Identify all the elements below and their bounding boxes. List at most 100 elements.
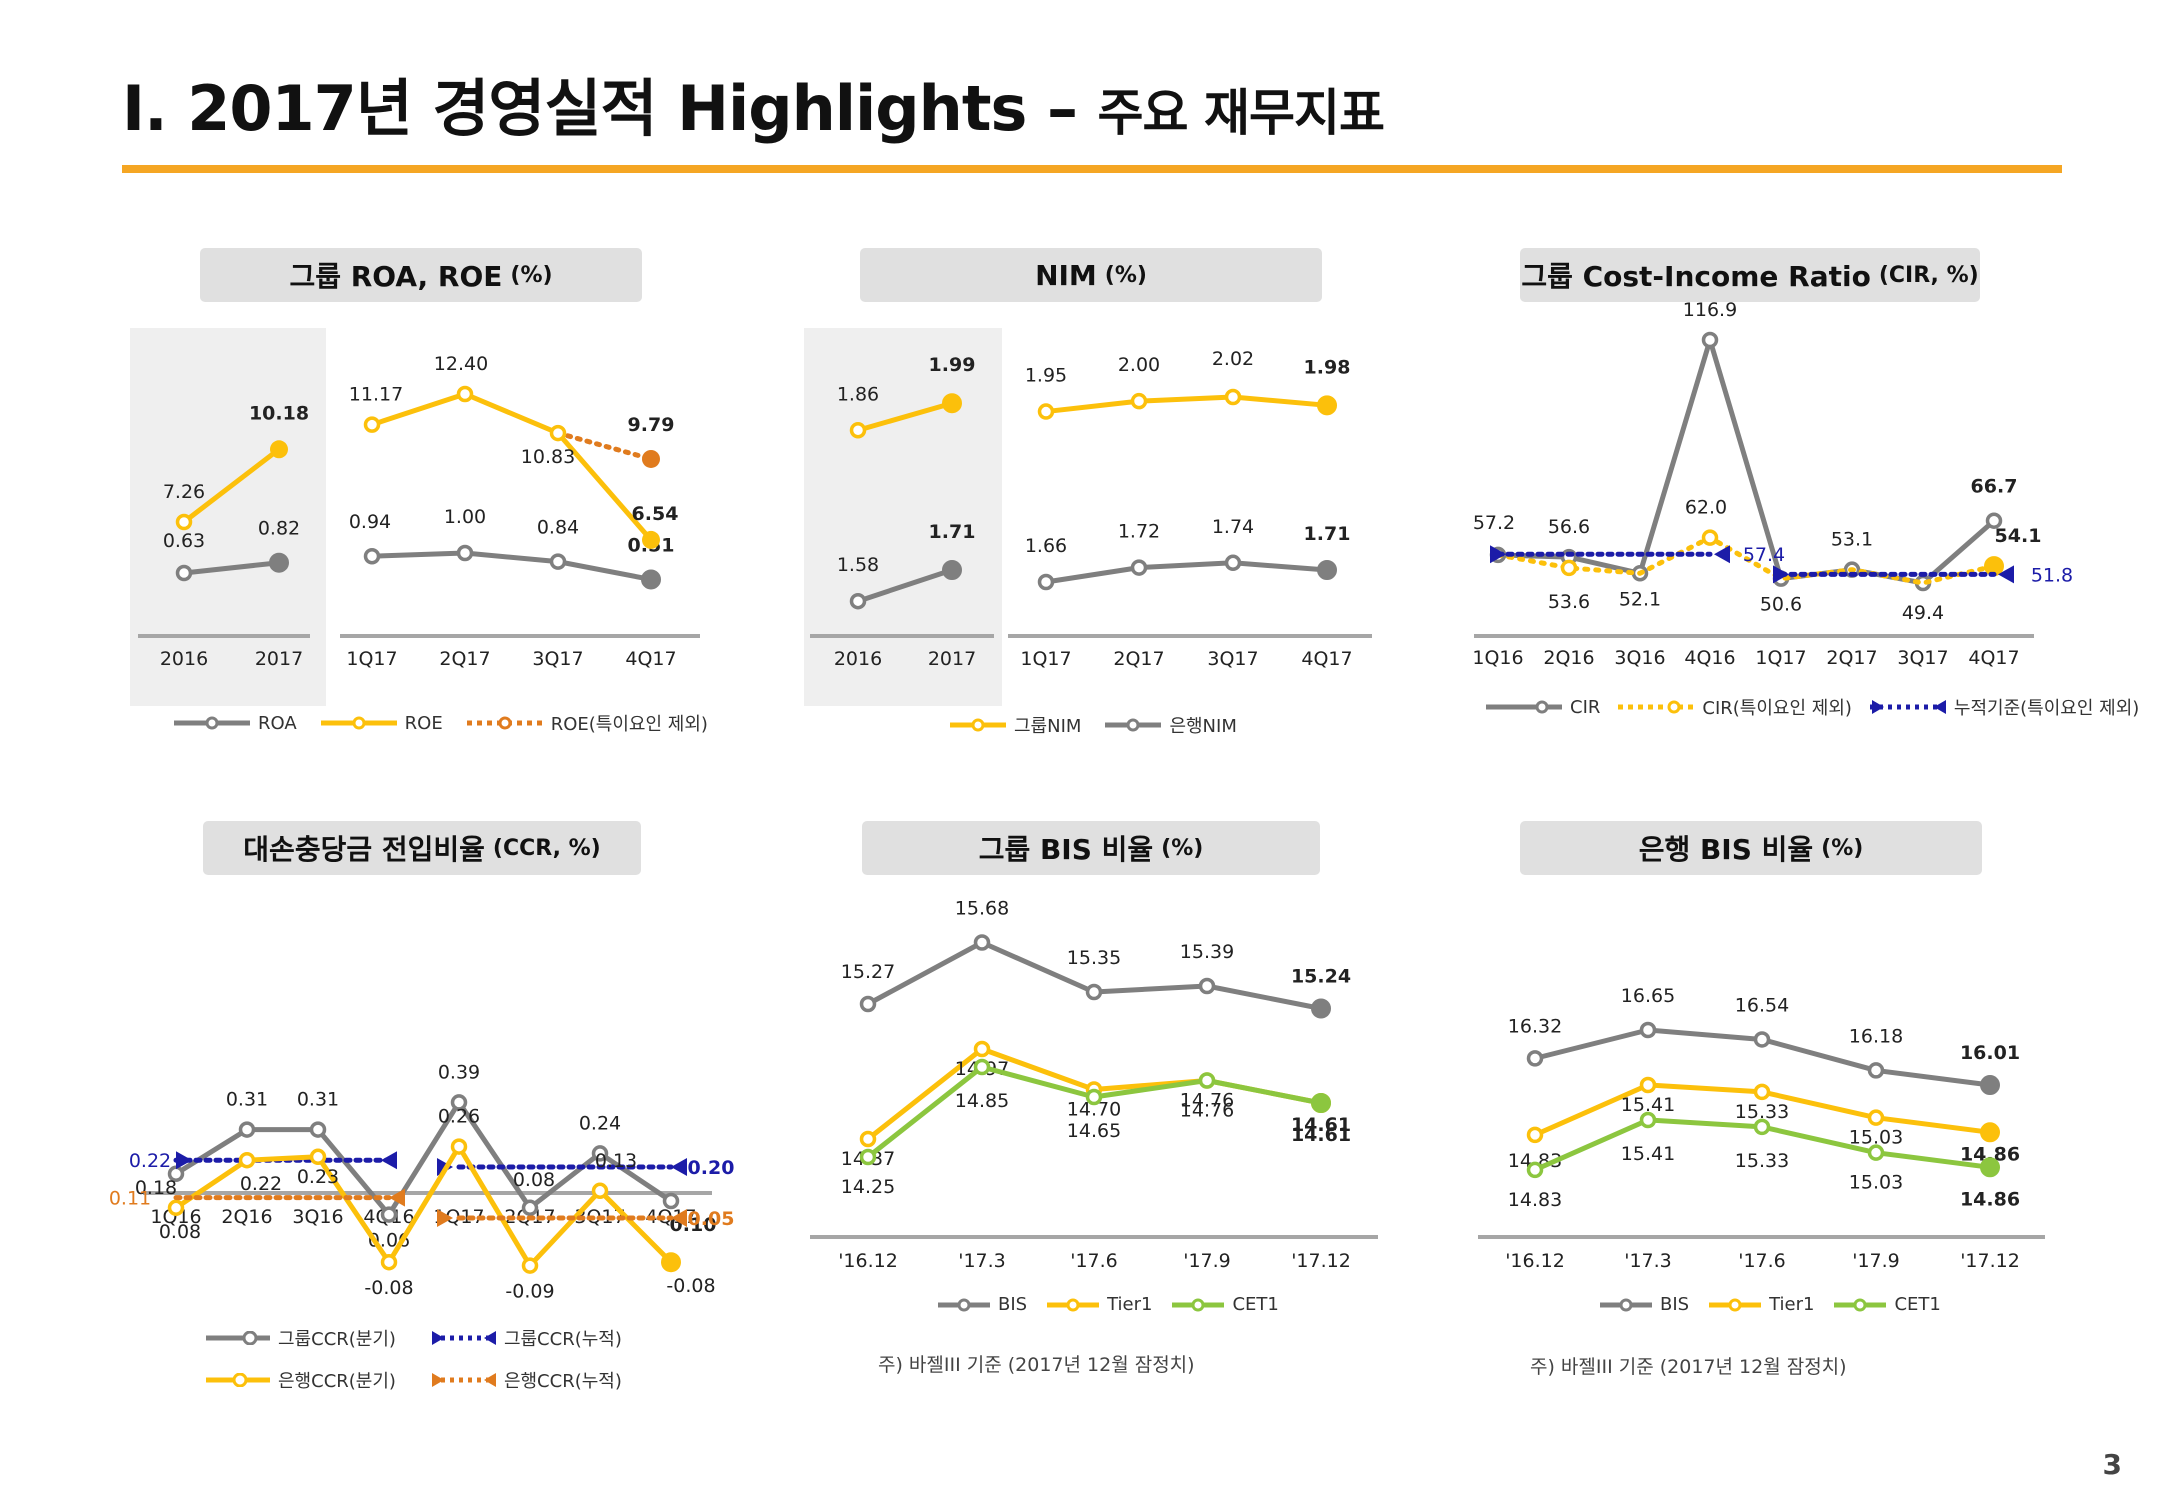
legend-swatch-gbis-cet1 bbox=[1172, 1298, 1225, 1311]
nim-group-nim-label-3: 2.00 bbox=[1118, 354, 1160, 376]
ccr-group-ccr-q-label-0: 0.18 bbox=[135, 1177, 177, 1199]
roa_roe-roa-marker-0 bbox=[175, 564, 193, 582]
ccr-tick-1q16: 1Q16 bbox=[150, 1206, 201, 1228]
legend-item-group-nim: 그룹NIM bbox=[948, 712, 1081, 738]
cir-cir-marker-7 bbox=[1985, 512, 2003, 529]
roa_roe-tick-2q17: 2Q17 bbox=[439, 648, 490, 670]
group_bis-tick-17-3: '17.3 bbox=[958, 1250, 1006, 1272]
bank_bis-cet1-marker-3 bbox=[1867, 1144, 1885, 1161]
cir-cir-adj-label-3: 62.0 bbox=[1685, 497, 1727, 519]
roa_roe-roe-marker-2 bbox=[363, 416, 381, 433]
group-bis-legend: BIS Tier1 CET1 bbox=[936, 1294, 1279, 1315]
cir-title-text: 그룹 Cost-Income Ratio bbox=[1521, 260, 1871, 293]
ccr-group-ccr-q-label-2: 0.31 bbox=[297, 1089, 339, 1111]
roa_roe-roe-marker-3 bbox=[456, 385, 474, 403]
cir-legend: CIR CIR(특이요인 제외) 누적기준(특이요인 제외) bbox=[1484, 694, 2139, 720]
bank_bis-bis-marker-3 bbox=[1867, 1062, 1885, 1079]
ccr-bank-ccr-q-marker-7 bbox=[661, 1252, 681, 1273]
legend-swatch-roa bbox=[174, 716, 250, 730]
cir-cir-cum-marker-3 bbox=[1714, 545, 1730, 564]
roa_roe-roe-label-2: 11.17 bbox=[349, 384, 403, 406]
roa_roe-roe-label-5: 6.54 bbox=[632, 503, 679, 525]
bank_bis-cet1-label-2: 15.33 bbox=[1735, 1150, 1789, 1172]
nim-tick-3q17: 3Q17 bbox=[1207, 648, 1258, 670]
roa_roe-roe-label-3: 12.40 bbox=[434, 353, 488, 375]
cir-cir-label-7: 66.7 bbox=[1971, 476, 2018, 498]
ccr-title: 대손충당금 전입비율 (CCR, %) bbox=[203, 821, 641, 875]
roa_roe-roe-marker-1 bbox=[270, 440, 288, 459]
ccr-bank-ccr-q-label-7: -0.08 bbox=[666, 1275, 715, 1297]
group-bis-title: 그룹 BIS 비율 (%) bbox=[862, 821, 1320, 875]
group_bis-bis-label-0: 15.27 bbox=[841, 961, 895, 983]
group-bis-note: 주) 바젤III 기준 (2017년 12월 잠정치) bbox=[878, 1354, 1195, 1376]
cir-cir-label-1: 56.6 bbox=[1548, 516, 1590, 538]
ccr-tick-3q16: 3Q16 bbox=[292, 1206, 343, 1228]
roa_roe-roe-marker-5 bbox=[642, 530, 660, 549]
ccr-bank-ccr-q-marker-5 bbox=[521, 1257, 539, 1274]
legend-swatch-bank-ccr-q bbox=[206, 1373, 270, 1387]
legend-swatch-bank-nim bbox=[1105, 718, 1162, 732]
group_bis-cet1-label-2: 14.65 bbox=[1067, 1120, 1121, 1142]
cir-cir-adj-label-1: 53.6 bbox=[1548, 591, 1590, 613]
legend-item-bbis-cet1: CET1 bbox=[1832, 1294, 1941, 1315]
nim-bank-nim-marker-2 bbox=[1037, 573, 1055, 591]
cir-title-unit: (CIR, %) bbox=[1878, 262, 1979, 288]
ccr-bank-ccr-q-marker-4 bbox=[450, 1138, 468, 1155]
ccr-group-ccr-q-label-6: 0.24 bbox=[579, 1112, 621, 1134]
ccr-bank-ccr-c-marker-7 bbox=[671, 1209, 687, 1227]
group_bis-cet1-label-0: 14.25 bbox=[841, 1176, 895, 1198]
bank_bis-bis-label-3: 16.18 bbox=[1849, 1025, 1903, 1047]
cir-cir-adj-line-0 bbox=[1495, 535, 1997, 586]
ccr-group-ccr-q-marker-2 bbox=[309, 1121, 327, 1138]
ccr-group-ccr-q-marker-7 bbox=[662, 1192, 680, 1210]
legend-swatch-bbis-bis bbox=[1600, 1298, 1652, 1311]
legend-item-gbis-bis: BIS bbox=[936, 1294, 1027, 1315]
nim-tick-4q17: 4Q17 bbox=[1301, 648, 1352, 670]
ccr-group-ccr-q-label-4: 0.39 bbox=[438, 1061, 480, 1083]
roa_roe-roa-marker-5 bbox=[641, 569, 661, 590]
ccr-group-ccr-c-marker-7 bbox=[671, 1158, 687, 1176]
cir-cir-cum-marker-4 bbox=[1773, 565, 1789, 584]
page-title-sub: 주요 재무지표 bbox=[1097, 84, 1385, 142]
group_bis-cet1-label-3: 14.76 bbox=[1180, 1100, 1234, 1122]
nim-bank-nim-marker-5 bbox=[1317, 560, 1337, 580]
roa_roe-roa-marker-2 bbox=[363, 547, 381, 565]
legend-label-cir: CIR bbox=[1570, 696, 1601, 718]
bank_bis-tier1-marker-1 bbox=[1639, 1076, 1657, 1094]
nim-tick-1q17: 1Q17 bbox=[1020, 648, 1071, 670]
group_bis-tier1-label-3: 14.76 bbox=[1180, 1090, 1234, 1112]
bank_bis-cet1-label-3: 15.03 bbox=[1849, 1172, 1903, 1194]
bank_bis-tier1-marker-3 bbox=[1867, 1109, 1885, 1126]
ccr-group-ccr-q-marker-5 bbox=[521, 1199, 539, 1217]
group_bis-bis-marker-1 bbox=[973, 934, 991, 951]
cir-cir-cum-marker-7 bbox=[1998, 565, 2014, 584]
ccr-group-ccr-c-label-0: 0.22 bbox=[129, 1150, 171, 1172]
bank_bis-cet1-marker-4 bbox=[1980, 1157, 2000, 1178]
nim-title-unit: (%) bbox=[1104, 262, 1147, 288]
legend-item-roe: ROE bbox=[319, 713, 443, 734]
bank_bis-tick-17-3: '17.3 bbox=[1624, 1250, 1672, 1272]
legend-item-group-ccr-q: 그룹CCR(분기) bbox=[204, 1325, 396, 1351]
page-title-main: Ⅰ. 2017년 경영실적 Highlights – bbox=[122, 72, 1078, 145]
legend-label-bbis-tier1: Tier1 bbox=[1769, 1294, 1815, 1315]
roa_roe-tick-1q17: 1Q17 bbox=[346, 648, 397, 670]
legend-item-cir: CIR bbox=[1484, 697, 1600, 718]
ccr-bank-ccr-q-line-0 bbox=[174, 1144, 673, 1269]
ccr-bank-ccr-c-label-7: 0.05 bbox=[688, 1208, 735, 1230]
legend-label-roe: ROE bbox=[404, 712, 443, 734]
nim-group-nim-label-2: 1.95 bbox=[1025, 365, 1067, 387]
bank_bis-tier1-marker-0 bbox=[1526, 1126, 1544, 1144]
bank_bis-tier1-marker-2 bbox=[1753, 1083, 1771, 1101]
nim-bank-nim-marker-0 bbox=[849, 592, 867, 610]
roa_roe-roa-marker-4 bbox=[549, 553, 567, 570]
group_bis-cet1-marker-1 bbox=[973, 1058, 991, 1076]
group_bis-tier1-marker-0 bbox=[859, 1130, 877, 1148]
legend-swatch-bbis-tier1 bbox=[1709, 1298, 1762, 1311]
bank_bis-tier1-label-2: 15.33 bbox=[1735, 1101, 1789, 1123]
legend-item-gbis-cet1: CET1 bbox=[1170, 1294, 1279, 1315]
nim-group-nim-marker-4 bbox=[1224, 388, 1242, 406]
cir-tick-2q17: 2Q17 bbox=[1826, 647, 1877, 669]
roa-roe-title-unit: (%) bbox=[510, 262, 553, 288]
